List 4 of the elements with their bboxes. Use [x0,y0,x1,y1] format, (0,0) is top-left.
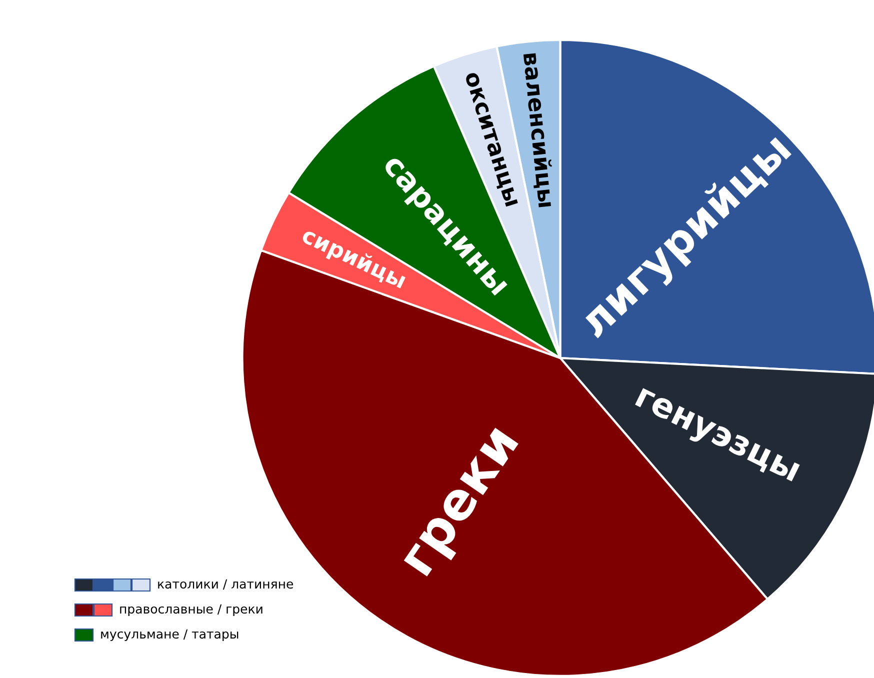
text: православные / греки [120,604,262,616]
slice-label: валенсийцы [520,52,556,208]
text: мусульмане / татары [101,629,238,642]
text: католики / латиняне [158,579,294,590]
